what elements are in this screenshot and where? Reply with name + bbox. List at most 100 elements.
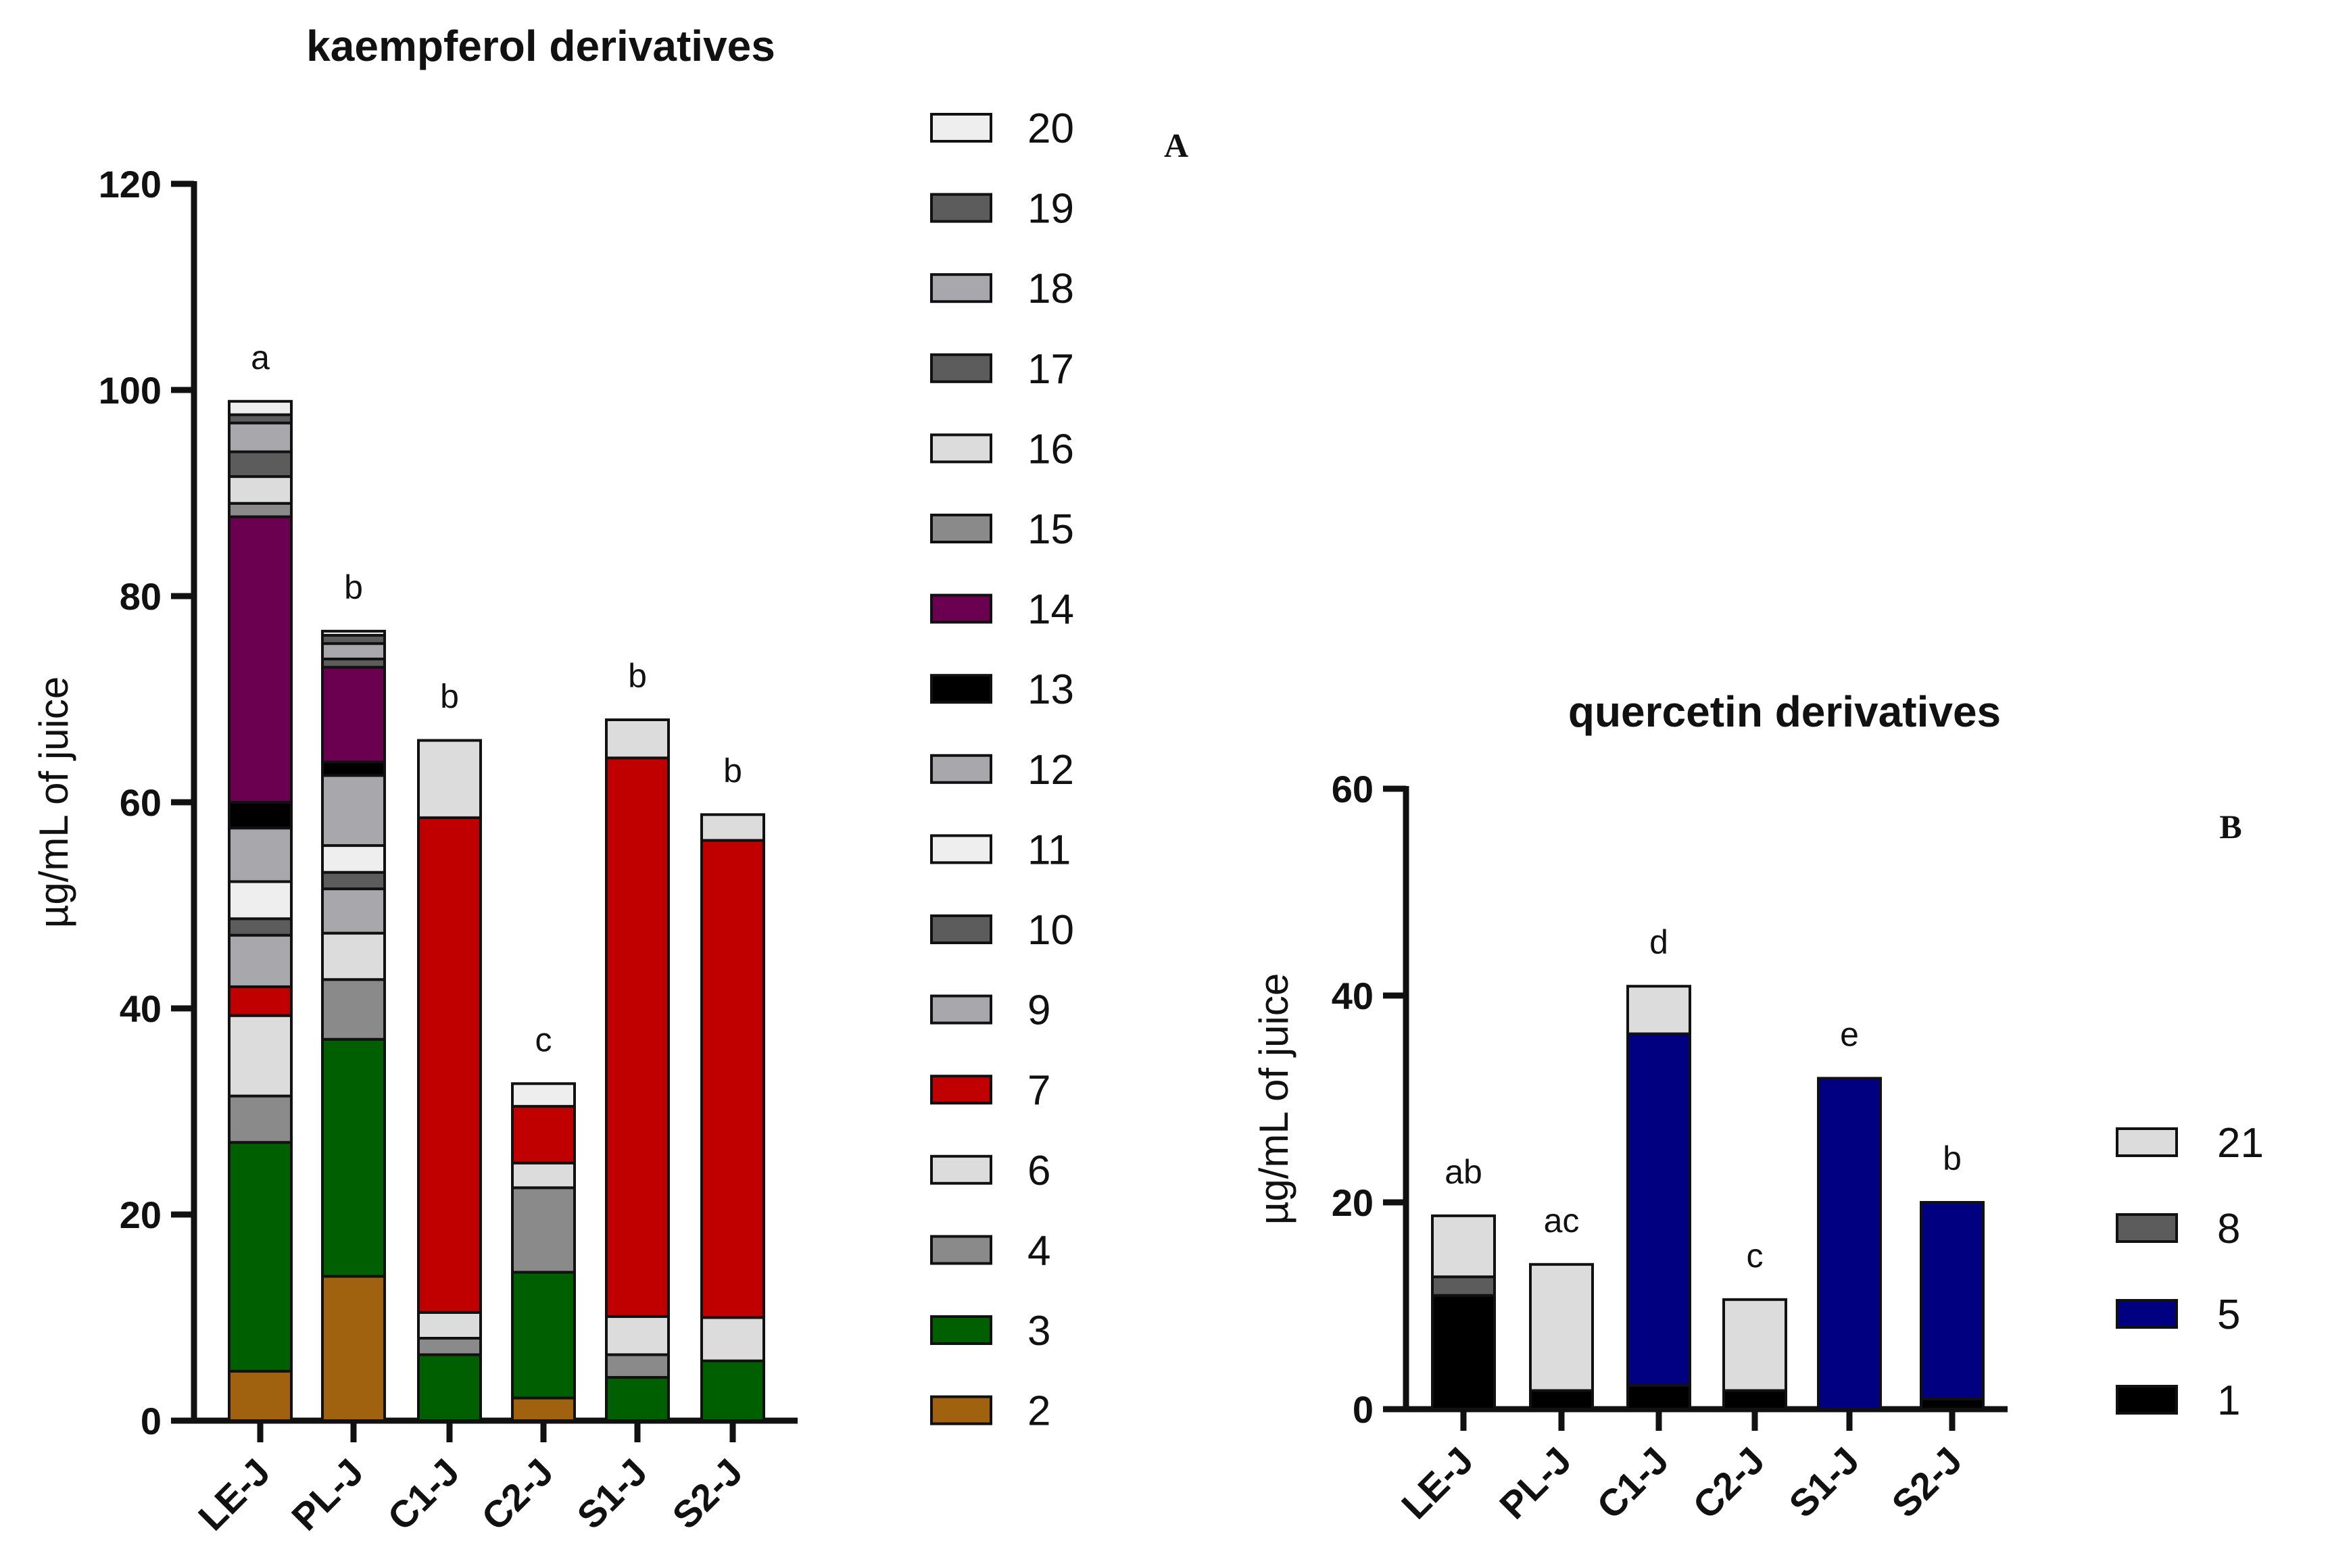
y-tick-label: 20: [120, 1194, 162, 1236]
chart-title: kaempferol derivatives: [306, 22, 775, 70]
bar-segment-C2-J-3: [511, 1271, 576, 1400]
legend-label-6: 6: [1027, 1148, 1050, 1194]
bar-segment-LE-J-3: [228, 1141, 293, 1373]
bar-segment-S1-J-3: [605, 1375, 670, 1422]
bar-segment-S2-J-7: [700, 839, 765, 1319]
bar-segment-LE-J-17: [228, 450, 293, 479]
significance-label: e: [1840, 1015, 1859, 1053]
x-tick-label: C2-J: [1684, 1439, 1772, 1527]
bar-segment-PL-J-21: [1529, 1263, 1594, 1392]
significance-label: b: [344, 568, 363, 606]
x-tick-label: C1-J: [379, 1450, 467, 1538]
legend-label-2: 2: [1027, 1388, 1050, 1435]
bar-segment-LE-J-18: [228, 421, 293, 454]
bar-segment-PL-J-9: [321, 887, 386, 935]
legend-swatch-6: [930, 1154, 992, 1185]
significance-label: c: [1747, 1237, 1764, 1275]
x-tick-label: C2-J: [473, 1450, 561, 1538]
legend-swatch-1: [2116, 1385, 2178, 1415]
bar-segment-S2-J-16: [700, 813, 765, 842]
legend-swatch-8: [2116, 1213, 2178, 1243]
bar-segment-S1-J-4: [605, 1353, 670, 1379]
bar-segment-PL-J-20: [321, 629, 386, 637]
bar-segment-S2-J-1: [1920, 1397, 1985, 1411]
x-tick-label: LE-J: [1393, 1439, 1481, 1527]
bar-segment-LE-J-15: [228, 501, 293, 518]
bar-segment-LE-J-10: [228, 917, 293, 937]
x-tick-label: S2-J: [664, 1450, 750, 1537]
legend-label-11: 11: [1027, 827, 1071, 873]
y-tick-label: 60: [120, 781, 162, 824]
bar-segment-S1-J-6: [605, 1315, 670, 1356]
chart-quercetin: quercetin derivatives µg/mL of juice B 0 20 4…: [1251, 687, 2264, 1527]
panel-label: B: [2219, 808, 2241, 846]
x-tick-label: PL-J: [1491, 1439, 1579, 1527]
bar-segment-C2-J-21: [1722, 1298, 1787, 1392]
bar-segment-PL-J-11: [321, 844, 386, 874]
bar-segment-LE-J-6: [228, 1014, 293, 1098]
bar-segment-LE-J-16: [228, 475, 293, 505]
bar-segment-LE-J-21: [1431, 1214, 1496, 1279]
bar-segment-C1-J-4: [417, 1337, 482, 1356]
legend-swatch-12: [930, 754, 992, 784]
y-tick-label: 20: [1332, 1181, 1374, 1224]
bar-segment-PL-J-1: [1529, 1389, 1594, 1411]
legend-label-5: 5: [2217, 1292, 2240, 1338]
bar-segment-S2-J-3: [700, 1359, 765, 1423]
bar-segment-C1-J-5: [1626, 1032, 1691, 1387]
x-tick-label: PL-J: [283, 1450, 371, 1538]
legend-swatch-16: [930, 433, 992, 464]
legend-label-18: 18: [1027, 266, 1074, 312]
legend-swatch-11: [930, 834, 992, 864]
bar-segment-LE-J-12: [228, 827, 293, 883]
significance-label: b: [440, 678, 459, 716]
panel-label: A: [1164, 126, 1188, 164]
bar-segment-C2-J-7: [511, 1104, 576, 1165]
chart-kaempferol: kaempferol derivatives µg/mL of juice A 0 20…: [31, 22, 1188, 1538]
bar-segment-C1-J-1: [1626, 1383, 1691, 1411]
significance-label: ab: [1445, 1153, 1482, 1191]
y-tick-label: 40: [1332, 975, 1374, 1017]
bar-segment-PL-J-18: [321, 642, 386, 661]
y-tick-label: 100: [99, 369, 162, 412]
bar-segment-C1-J-6: [417, 1310, 482, 1340]
x-tick-label: S1-J: [1780, 1439, 1867, 1525]
legend-swatch-14: [930, 593, 992, 624]
significance-label: b: [1943, 1140, 1962, 1177]
legend-label-13: 13: [1027, 666, 1074, 713]
legend-label-8: 8: [2217, 1206, 2240, 1252]
chart-title: quercetin derivatives: [1568, 687, 2001, 736]
significance-label: b: [723, 752, 742, 789]
bar-segment-LE-J-13: [228, 801, 293, 830]
bar-segment-C2-J-20: [511, 1082, 576, 1108]
legend-label-9: 9: [1027, 987, 1050, 1034]
legend-swatch-7: [930, 1075, 992, 1105]
bar-segment-S2-J-6: [700, 1316, 765, 1363]
bar-segment-C2-J-2: [511, 1396, 576, 1422]
bar-segment-S1-J-5: [1817, 1077, 1882, 1411]
x-tick-label: S1-J: [568, 1450, 655, 1537]
bar-segment-PL-J-13: [321, 760, 386, 777]
y-axis-label: µg/mL of juice: [31, 677, 76, 929]
y-tick-label: 40: [120, 987, 162, 1030]
bar-segment-PL-J-2: [321, 1275, 386, 1422]
legend-swatch-20: [930, 113, 992, 143]
significance-label: c: [535, 1021, 552, 1058]
legend-label-19: 19: [1027, 186, 1074, 232]
bar-segment-PL-J-3: [321, 1037, 386, 1278]
bar-segment-LE-J-7: [228, 985, 293, 1017]
legend-swatch-17: [930, 353, 992, 383]
legend-label-3: 3: [1027, 1308, 1050, 1354]
bar-segment-C1-J-21: [1626, 985, 1691, 1035]
y-tick-label: 0: [141, 1400, 162, 1442]
legend-swatch-5: [2116, 1299, 2178, 1329]
legend-swatch-2: [930, 1395, 992, 1425]
y-tick-label: 60: [1332, 768, 1374, 810]
legend-swatch-9: [930, 994, 992, 1025]
bar-segment-LE-J-20: [228, 399, 293, 416]
bar-segment-S2-J-5: [1920, 1201, 1985, 1400]
legend-label-15: 15: [1027, 506, 1074, 553]
legend-label-4: 4: [1027, 1227, 1050, 1274]
bar-segment-PL-J-4: [321, 978, 386, 1041]
